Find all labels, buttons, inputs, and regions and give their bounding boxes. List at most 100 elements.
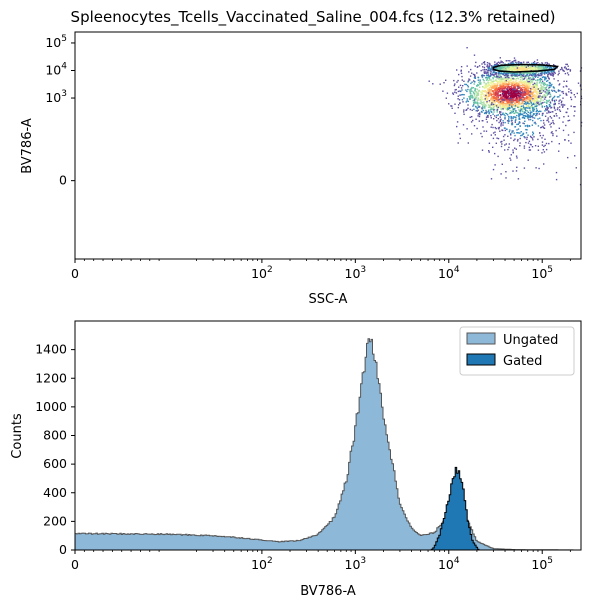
- scatter-point: [536, 109, 538, 112]
- scatter-point: [469, 93, 472, 95]
- scatter-point: [495, 72, 498, 74]
- scatter-point: [519, 70, 521, 72]
- scatter-point: [533, 69, 536, 71]
- scatter-point: [550, 74, 552, 76]
- scatter-point: [492, 85, 494, 88]
- scatter-point: [523, 61, 525, 63]
- scatter-point: [513, 93, 516, 96]
- scatter-point: [504, 103, 507, 105]
- scatter-point: [509, 98, 511, 100]
- scatter-point: [477, 113, 480, 115]
- scatter-point: [515, 117, 517, 119]
- scatter-point: [547, 75, 549, 77]
- scatter-point: [503, 99, 505, 101]
- scatter-point: [525, 76, 527, 78]
- scatter-point: [478, 65, 481, 67]
- scatter-point: [503, 74, 506, 77]
- scatter-point: [550, 117, 553, 119]
- scatter-point: [497, 61, 500, 63]
- scatter-point: [529, 68, 532, 71]
- scatter-point: [526, 66, 528, 68]
- scatter-point: [521, 79, 524, 81]
- scatter-point: [525, 81, 527, 84]
- scatter-point: [539, 82, 541, 84]
- scatter-point: [490, 74, 492, 76]
- scatter-point: [541, 144, 544, 146]
- scatter-point: [519, 106, 522, 108]
- scatter-point: [525, 68, 527, 71]
- scatter-point: [496, 88, 499, 91]
- scatter-point: [488, 105, 491, 107]
- scatter-point: [479, 112, 481, 114]
- scatter-point: [544, 71, 546, 73]
- scatter-point: [537, 79, 539, 81]
- scatter-point: [493, 95, 496, 97]
- scatter-point: [539, 88, 541, 90]
- scatter-point: [481, 98, 483, 100]
- scatter-point: [517, 61, 519, 63]
- scatter-point: [497, 87, 500, 89]
- scatter-point: [516, 101, 519, 103]
- scatter-point: [522, 72, 524, 75]
- scatter-point: [464, 83, 466, 86]
- scatter-point: [510, 112, 512, 114]
- scatter-point: [489, 69, 492, 72]
- scatter-point: [503, 68, 505, 71]
- scatter-point: [530, 81, 532, 84]
- scatter-point: [515, 87, 517, 90]
- scatter-point: [527, 111, 529, 113]
- scatter-point: [525, 101, 527, 104]
- scatter-point: [520, 134, 522, 137]
- scatter-point: [468, 71, 470, 73]
- scatter-point: [524, 68, 526, 71]
- scatter-point: [483, 74, 486, 77]
- scatter-point: [525, 141, 527, 144]
- scatter-point: [486, 71, 488, 74]
- scatter-point: [523, 81, 525, 84]
- scatter-point: [504, 68, 506, 70]
- scatter-point: [496, 137, 498, 139]
- scatter-point: [531, 99, 533, 102]
- scatter-point: [516, 111, 518, 114]
- scatter-point: [482, 120, 484, 122]
- scatter-point: [517, 87, 519, 89]
- scatter-point: [488, 151, 490, 153]
- scatter-point: [524, 81, 526, 83]
- scatter-point: [558, 72, 560, 74]
- scatter-point: [532, 106, 535, 109]
- scatter-point: [548, 86, 550, 88]
- scatter-point: [544, 91, 546, 93]
- scatter-point: [496, 77, 498, 79]
- scatter-point: [518, 70, 520, 72]
- scatter-point: [533, 100, 535, 102]
- scatter-point: [551, 89, 553, 91]
- scatter-point: [512, 74, 514, 77]
- scatter-point: [504, 76, 507, 79]
- scatter-point: [513, 57, 516, 59]
- scatter-point: [539, 100, 542, 103]
- scatter-axes-frame: [74, 31, 582, 260]
- scatter-point: [488, 100, 491, 102]
- scatter-point: [492, 95, 494, 98]
- scatter-point: [519, 110, 522, 112]
- scatter-point: [542, 66, 545, 68]
- scatter-point: [533, 136, 535, 138]
- scatter-point: [508, 81, 511, 83]
- scatter-point: [477, 92, 480, 95]
- scatter-point: [527, 94, 530, 96]
- scatter-point: [548, 87, 550, 90]
- scatter-point: [497, 101, 499, 103]
- scatter-point: [519, 98, 521, 100]
- scatter-point: [477, 115, 479, 117]
- scatter-point: [472, 97, 474, 99]
- scatter-point: [512, 116, 515, 118]
- scatter-point: [507, 68, 509, 70]
- scatter-point: [459, 102, 461, 104]
- scatter-point: [520, 82, 522, 84]
- scatter-point: [567, 108, 569, 110]
- scatter-point: [473, 77, 476, 79]
- scatter-point: [493, 74, 495, 77]
- scatter-point: [567, 65, 569, 67]
- scatter-point: [456, 125, 458, 128]
- scatter-point: [522, 88, 524, 91]
